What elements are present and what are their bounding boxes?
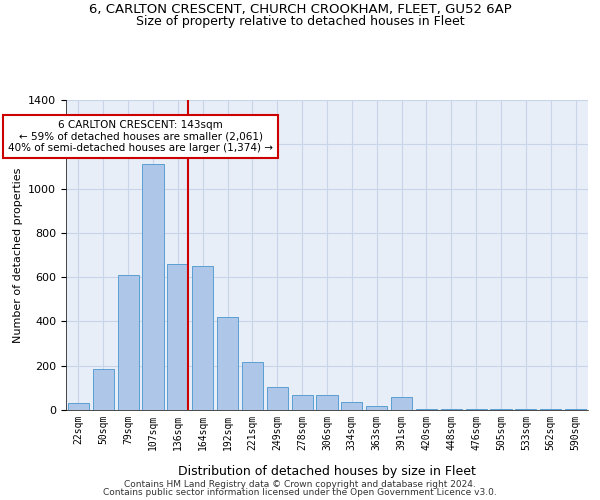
Bar [366, 406, 387, 410]
Bar [341, 402, 362, 410]
Bar [416, 409, 437, 410]
Bar [267, 387, 288, 410]
Text: 6 CARLTON CRESCENT: 143sqm
← 59% of detached houses are smaller (2,061)
40% of s: 6 CARLTON CRESCENT: 143sqm ← 59% of deta… [8, 120, 273, 153]
Bar [68, 404, 89, 410]
Bar [142, 164, 164, 410]
Text: 6, CARLTON CRESCENT, CHURCH CROOKHAM, FLEET, GU52 6AP: 6, CARLTON CRESCENT, CHURCH CROOKHAM, FL… [89, 2, 511, 16]
Bar [515, 409, 536, 410]
Bar [540, 409, 561, 410]
Bar [292, 394, 313, 410]
Y-axis label: Number of detached properties: Number of detached properties [13, 168, 23, 342]
Bar [118, 275, 139, 410]
Text: Contains HM Land Registry data © Crown copyright and database right 2024.: Contains HM Land Registry data © Crown c… [124, 480, 476, 489]
Text: Contains public sector information licensed under the Open Government Licence v3: Contains public sector information licen… [103, 488, 497, 497]
Bar [565, 409, 586, 410]
Text: Size of property relative to detached houses in Fleet: Size of property relative to detached ho… [136, 15, 464, 28]
Bar [192, 266, 213, 410]
Bar [316, 394, 338, 410]
Bar [441, 409, 462, 410]
Bar [242, 362, 263, 410]
Bar [93, 369, 114, 410]
Bar [490, 409, 512, 410]
Bar [391, 396, 412, 410]
Text: Distribution of detached houses by size in Fleet: Distribution of detached houses by size … [178, 464, 476, 477]
Bar [167, 264, 188, 410]
Bar [466, 409, 487, 410]
Bar [217, 317, 238, 410]
